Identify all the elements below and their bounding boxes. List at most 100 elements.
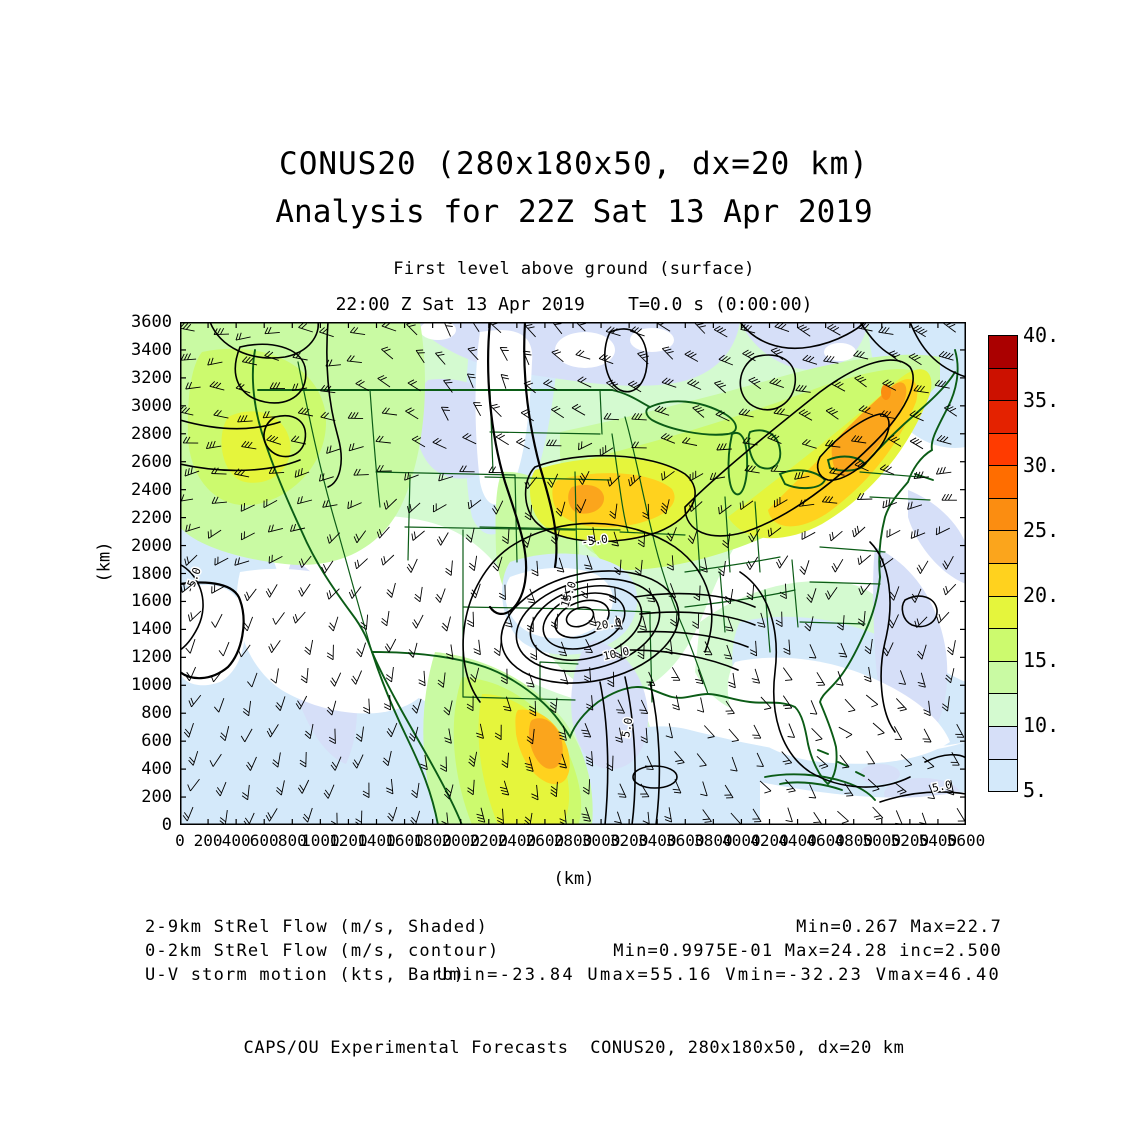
colorbar-cell: [989, 564, 1017, 597]
wind-barb-line: [443, 710, 450, 716]
wind-barb-line: [937, 380, 944, 387]
wind-barb-line: [216, 787, 222, 794]
wind-barb-line: [295, 703, 301, 710]
wind-barb-line: [666, 350, 674, 354]
wind-barb-line: [347, 412, 353, 419]
wind-barb-line: [646, 755, 654, 770]
y-tick-label: 600: [141, 731, 172, 752]
wind-barb-line: [355, 818, 362, 823]
wind-barb-line: [837, 622, 844, 628]
wind-barb-line: [768, 527, 782, 537]
wind-barb-line: [186, 671, 192, 679]
wind-barb-line: [188, 722, 194, 738]
wind-barb-line: [218, 650, 224, 657]
wind-barb-line: [783, 647, 790, 652]
wind-barb-line: [346, 360, 362, 364]
wind-barb-line: [860, 323, 867, 329]
wind-barb-line: [409, 733, 416, 739]
wind-barb-line: [647, 600, 655, 603]
wind-barb-line: [551, 351, 564, 363]
wind-barb-line: [815, 738, 823, 742]
wind-barb-line: [696, 681, 704, 685]
wind-barb-line: [718, 568, 725, 574]
wind-barb-line: [246, 764, 251, 771]
wind-barb-line: [467, 623, 474, 628]
wind-barb-line: [748, 535, 753, 543]
wind-barb-line: [947, 646, 954, 653]
wind-barb-line: [466, 373, 474, 388]
wind-barb-line: [943, 560, 949, 567]
wind-barb-line: [468, 761, 475, 767]
wind-barb-line: [184, 728, 191, 735]
wind-barb-line: [244, 728, 253, 743]
wind-barb-line: [720, 505, 723, 513]
wind-barb-line: [809, 644, 817, 659]
wind-barb-line: [297, 469, 300, 477]
wind-barb-line: [918, 685, 926, 688]
wind-barb-line: [353, 474, 369, 476]
wind-barb-line: [470, 527, 475, 543]
wind-barb-line: [468, 499, 482, 510]
wind-barb-line: [760, 696, 772, 709]
wind-barb-line: [831, 383, 846, 392]
wind-barb-line: [459, 465, 464, 472]
wind-barb-line: [418, 679, 426, 684]
wind-barb-line: [185, 524, 188, 532]
wind-barb-line: [754, 668, 761, 684]
wind-barb-line: [614, 821, 622, 824]
wind-barb-line: [614, 567, 621, 572]
wind-barb-line: [670, 622, 677, 627]
wind-barb-line: [349, 355, 355, 362]
wind-barb-line: [356, 754, 364, 769]
wind-barb-line: [356, 468, 361, 476]
wind-barb-line: [440, 532, 449, 546]
wind-barb-line: [183, 812, 189, 819]
wind-barb-line: [536, 784, 539, 800]
wind-barb-line: [673, 791, 681, 794]
wind-barb-line: [687, 351, 694, 357]
wind-barb-line: [264, 355, 279, 361]
wind-barb-line: [609, 513, 616, 519]
wind-barb-line: [637, 413, 643, 420]
wind-barb-line: [607, 682, 614, 688]
wind-barb-line: [589, 623, 597, 627]
wind-barb-line: [277, 752, 281, 768]
wind-barb-line: [386, 592, 393, 598]
colorbar-tick-label: 25.: [1023, 518, 1060, 542]
wind-barb-line: [666, 563, 674, 568]
wind-barb-line: [689, 473, 704, 482]
wind-barb-line: [269, 435, 276, 442]
wind-barb-line: [592, 527, 596, 543]
wind-barb-line: [588, 779, 591, 795]
wind-barb-line: [524, 482, 528, 489]
wind-barb-line: [829, 325, 837, 330]
wind-barb-line: [753, 380, 761, 385]
wind-barb-line: [631, 441, 636, 448]
wind-barb-line: [188, 523, 191, 531]
wind-barb-line: [210, 357, 214, 365]
wind-barb-line: [942, 703, 949, 709]
wind-barb-line: [828, 439, 834, 447]
wind-barb-line: [560, 594, 568, 598]
wind-barb-line: [927, 797, 935, 800]
wind-barb-line: [829, 467, 835, 474]
wind-barb-line: [386, 674, 393, 680]
x-tick-label: 2800: [553, 831, 593, 850]
wind-barb-line: [241, 532, 255, 541]
wind-barb-line: [928, 700, 931, 716]
wind-barb-line: [797, 471, 801, 479]
wind-barb-line: [326, 709, 333, 716]
wind-barb-line: [603, 418, 619, 421]
wind-barb-line: [438, 536, 443, 543]
wind-barb-line: [507, 528, 510, 544]
wind-barb-line: [307, 807, 313, 823]
wind-barb-line: [775, 379, 782, 386]
wind-barb-line: [637, 351, 645, 355]
x-tick-label: 2000: [441, 831, 480, 850]
y-tick-label: 1400: [131, 619, 172, 640]
wind-barb-line: [854, 527, 857, 535]
wind-barb-line: [794, 475, 810, 480]
wind-barb-line: [606, 379, 614, 384]
wind-barb-line: [872, 788, 880, 792]
wind-barb-line: [473, 648, 481, 652]
